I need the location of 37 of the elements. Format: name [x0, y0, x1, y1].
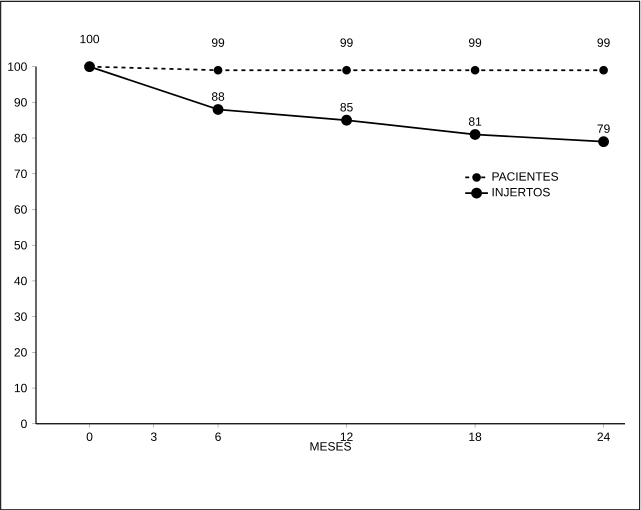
x-tick-label: 3 [150, 432, 157, 441]
point [599, 66, 608, 74]
data-label: 99 [212, 38, 224, 47]
data-label: 99 [597, 38, 610, 47]
point [470, 128, 480, 140]
x-axis-title: MESES [310, 442, 351, 450]
x-tick-label: 12 [340, 432, 353, 441]
y-tick-label: 50 [14, 240, 27, 250]
data-label: 79 [598, 124, 610, 133]
data-label: 99 [340, 38, 353, 47]
data-label: 99 [468, 38, 482, 47]
data-label: 85 [340, 102, 353, 112]
point [212, 104, 224, 115]
x-tick-label: 18 [469, 432, 482, 441]
data-label: 100 [80, 34, 100, 44]
data-label: 81 [468, 117, 482, 126]
x-tick-label: 24 [598, 432, 610, 441]
y-tick-label: 100 [8, 62, 27, 71]
x-tick-label: 6 [215, 432, 221, 441]
x-tick-label: 0 [86, 432, 92, 441]
y-tick-label: 10 [14, 384, 27, 392]
legend-label: PACIENTES [492, 172, 558, 181]
legend-label: INJERTOS [492, 188, 550, 196]
y-tick-label: 0 [21, 419, 27, 428]
point [598, 136, 609, 147]
y-tick-label: 30 [14, 312, 27, 321]
y-tick-label: 80 [14, 134, 27, 142]
y-tick-label: 70 [14, 169, 27, 178]
y-tick-label: 90 [14, 98, 27, 106]
point [341, 114, 352, 126]
y-tick-label: 20 [14, 348, 27, 356]
y-tick-label: 60 [14, 205, 27, 214]
point [214, 66, 222, 74]
point [342, 66, 351, 74]
data-label: 88 [212, 92, 224, 101]
y-tick-label: 40 [14, 276, 27, 285]
point [470, 66, 480, 74]
